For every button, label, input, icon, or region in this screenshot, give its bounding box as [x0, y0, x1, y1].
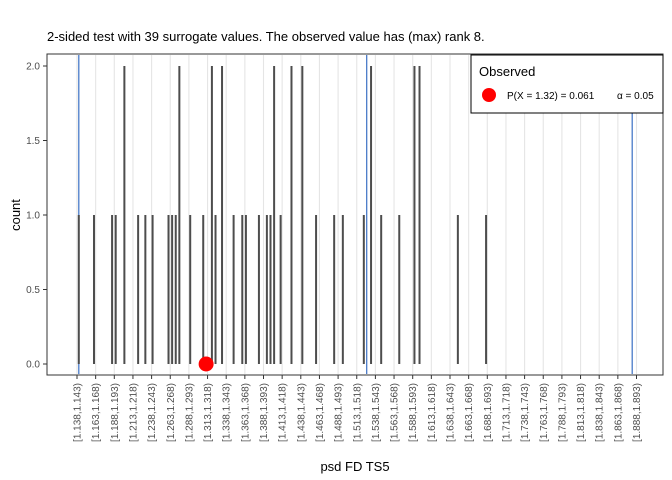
x-tick-label: [1.188,1.193)	[110, 383, 121, 442]
x-tick-label: [1.163,1.168)	[91, 383, 102, 442]
x-tick-label: [1.813,1.818)	[576, 383, 587, 442]
x-tick-label: [1.538,1.543)	[371, 383, 382, 442]
x-tick-label: [1.663,1.668)	[464, 383, 475, 442]
y-axis-title: count	[8, 199, 23, 231]
x-tick-label: [1.313,1.318)	[203, 383, 214, 442]
x-tick-label: [1.738,1.743)	[520, 383, 531, 442]
y-axis: 0.0 0.5 1.0 1.5 2.0	[26, 62, 47, 371]
x-tick-label: [1.338,1.343)	[222, 383, 233, 442]
x-tick-label: [1.613,1.618)	[427, 383, 438, 442]
plot-title: 2-sided test with 39 surrogate values. T…	[47, 29, 485, 44]
x-tick-label: [1.788,1.793)	[557, 383, 568, 442]
x-tick-label: [1.438,1.443)	[296, 383, 307, 442]
legend-alpha-label: α = 0.05	[617, 91, 654, 102]
y-tick-label: 0.0	[26, 360, 40, 371]
x-tick-label: [1.138,1.143)	[73, 383, 84, 442]
x-tick-label: [1.688,1.693)	[483, 383, 494, 442]
x-tick-label: [1.713,1.718)	[501, 383, 512, 442]
x-tick-label: [1.463,1.468)	[315, 383, 326, 442]
grid-layer	[76, 55, 638, 374]
legend-box	[470, 54, 664, 114]
observed-layer	[198, 356, 214, 372]
x-tick-label: [1.763,1.768)	[539, 383, 550, 442]
x-tick-label: [1.238,1.243)	[147, 383, 158, 442]
x-axis-title: psd FD TS5	[320, 459, 389, 474]
legend-probability-label: P(X = 1.32) = 0.061	[507, 91, 595, 102]
x-tick-label: [1.838,1.843)	[595, 383, 606, 442]
y-tick-label: 1.0	[26, 211, 40, 222]
x-tick-label: [1.413,1.418)	[278, 383, 289, 442]
x-tick-label: [1.488,1.493)	[334, 383, 345, 442]
x-tick-label: [1.288,1.293)	[184, 383, 195, 442]
observed-point	[198, 356, 214, 372]
x-tick-label: [1.588,1.593)	[408, 383, 419, 442]
legend-title: Observed	[479, 64, 535, 79]
y-tick-label: 0.5	[26, 285, 40, 296]
x-axis: [1.138,1.143) [1.163,1.168) [1.188,1.193) […	[73, 375, 643, 442]
x-tick-label: [1.388,1.393)	[259, 383, 270, 442]
bar-layer	[77, 66, 488, 364]
x-tick-label: [1.363,1.368)	[240, 383, 251, 442]
y-tick-label: 1.5	[26, 136, 40, 147]
legend-observed-marker	[482, 88, 496, 102]
x-tick-label: [1.863,1.868)	[613, 383, 624, 442]
x-tick-label: [1.563,1.568)	[390, 383, 401, 442]
x-tick-label: [1.213,1.218)	[128, 383, 139, 442]
x-tick-label: [1.638,1.643)	[446, 383, 457, 442]
y-tick-label: 2.0	[26, 62, 40, 73]
x-tick-label: [1.513,1.518)	[352, 383, 363, 442]
x-tick-label: [1.888,1.893)	[632, 383, 643, 442]
legend: Observed P(X = 1.32) = 0.061 α = 0.05	[470, 54, 664, 114]
x-tick-label: [1.263,1.268)	[166, 383, 177, 442]
